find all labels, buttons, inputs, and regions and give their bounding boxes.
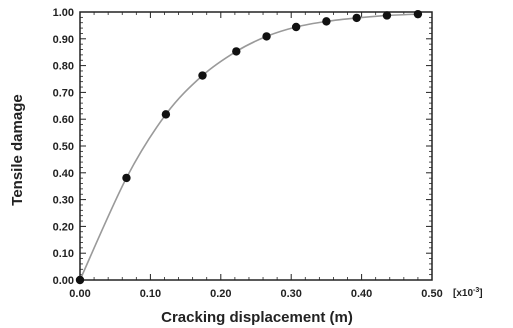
y-tick-label: 0.80 bbox=[53, 61, 74, 73]
data-point bbox=[322, 17, 331, 26]
data-point bbox=[413, 9, 423, 19]
data-point bbox=[291, 22, 301, 32]
y-tick-label: 0.60 bbox=[53, 114, 74, 126]
y-axis-label: Tensile damage bbox=[9, 94, 26, 205]
data-point bbox=[75, 275, 85, 285]
plot-border bbox=[79, 11, 433, 281]
y-tick-label: 0.70 bbox=[53, 87, 74, 99]
data-point bbox=[122, 173, 131, 183]
x-tick-label: 0.20 bbox=[210, 288, 231, 300]
data-point bbox=[232, 47, 241, 56]
x-tick-label: 0.50 bbox=[421, 288, 442, 300]
x-scale-suffix: ] bbox=[479, 288, 482, 299]
data-point bbox=[352, 13, 361, 23]
y-tick-label: 0.40 bbox=[53, 168, 74, 180]
data-point bbox=[161, 110, 171, 119]
x-scale-exponent: -3 bbox=[473, 287, 479, 294]
x-axis-label: Cracking displacement (m) bbox=[161, 309, 353, 326]
x-axis: 0.00 0.10 0.20 0.30 0.40 0.50 bbox=[69, 12, 443, 300]
x-tick-label: 0.10 bbox=[140, 288, 161, 300]
y-tick-label: 0.10 bbox=[53, 248, 74, 260]
x-scale-prefix: [x10 bbox=[453, 288, 473, 299]
plot-frame bbox=[79, 11, 433, 281]
x-tick-label: 0.40 bbox=[351, 288, 372, 300]
y-tick-label: 1.00 bbox=[53, 7, 74, 19]
series-line bbox=[79, 13, 418, 281]
data-point bbox=[262, 32, 271, 41]
x-tick-label: 0.00 bbox=[69, 288, 90, 300]
x-axis-scale-note: [x10-3] bbox=[453, 287, 483, 299]
y-tick-label: 0.20 bbox=[53, 221, 74, 233]
data-point bbox=[198, 71, 207, 80]
y-axis: 0.00 0.10 0.20 0.30 0.40 0.50 0.60 0.70 0.80 0.90… bbox=[53, 7, 432, 287]
y-tick-label: 0.30 bbox=[53, 195, 74, 207]
data-point bbox=[382, 11, 392, 20]
y-tick-label: 0.90 bbox=[53, 34, 74, 46]
y-tick-label: 0.50 bbox=[53, 141, 74, 153]
y-tick-label: 0.00 bbox=[53, 275, 74, 287]
x-tick-label: 0.30 bbox=[280, 288, 301, 300]
series-group bbox=[75, 9, 423, 285]
